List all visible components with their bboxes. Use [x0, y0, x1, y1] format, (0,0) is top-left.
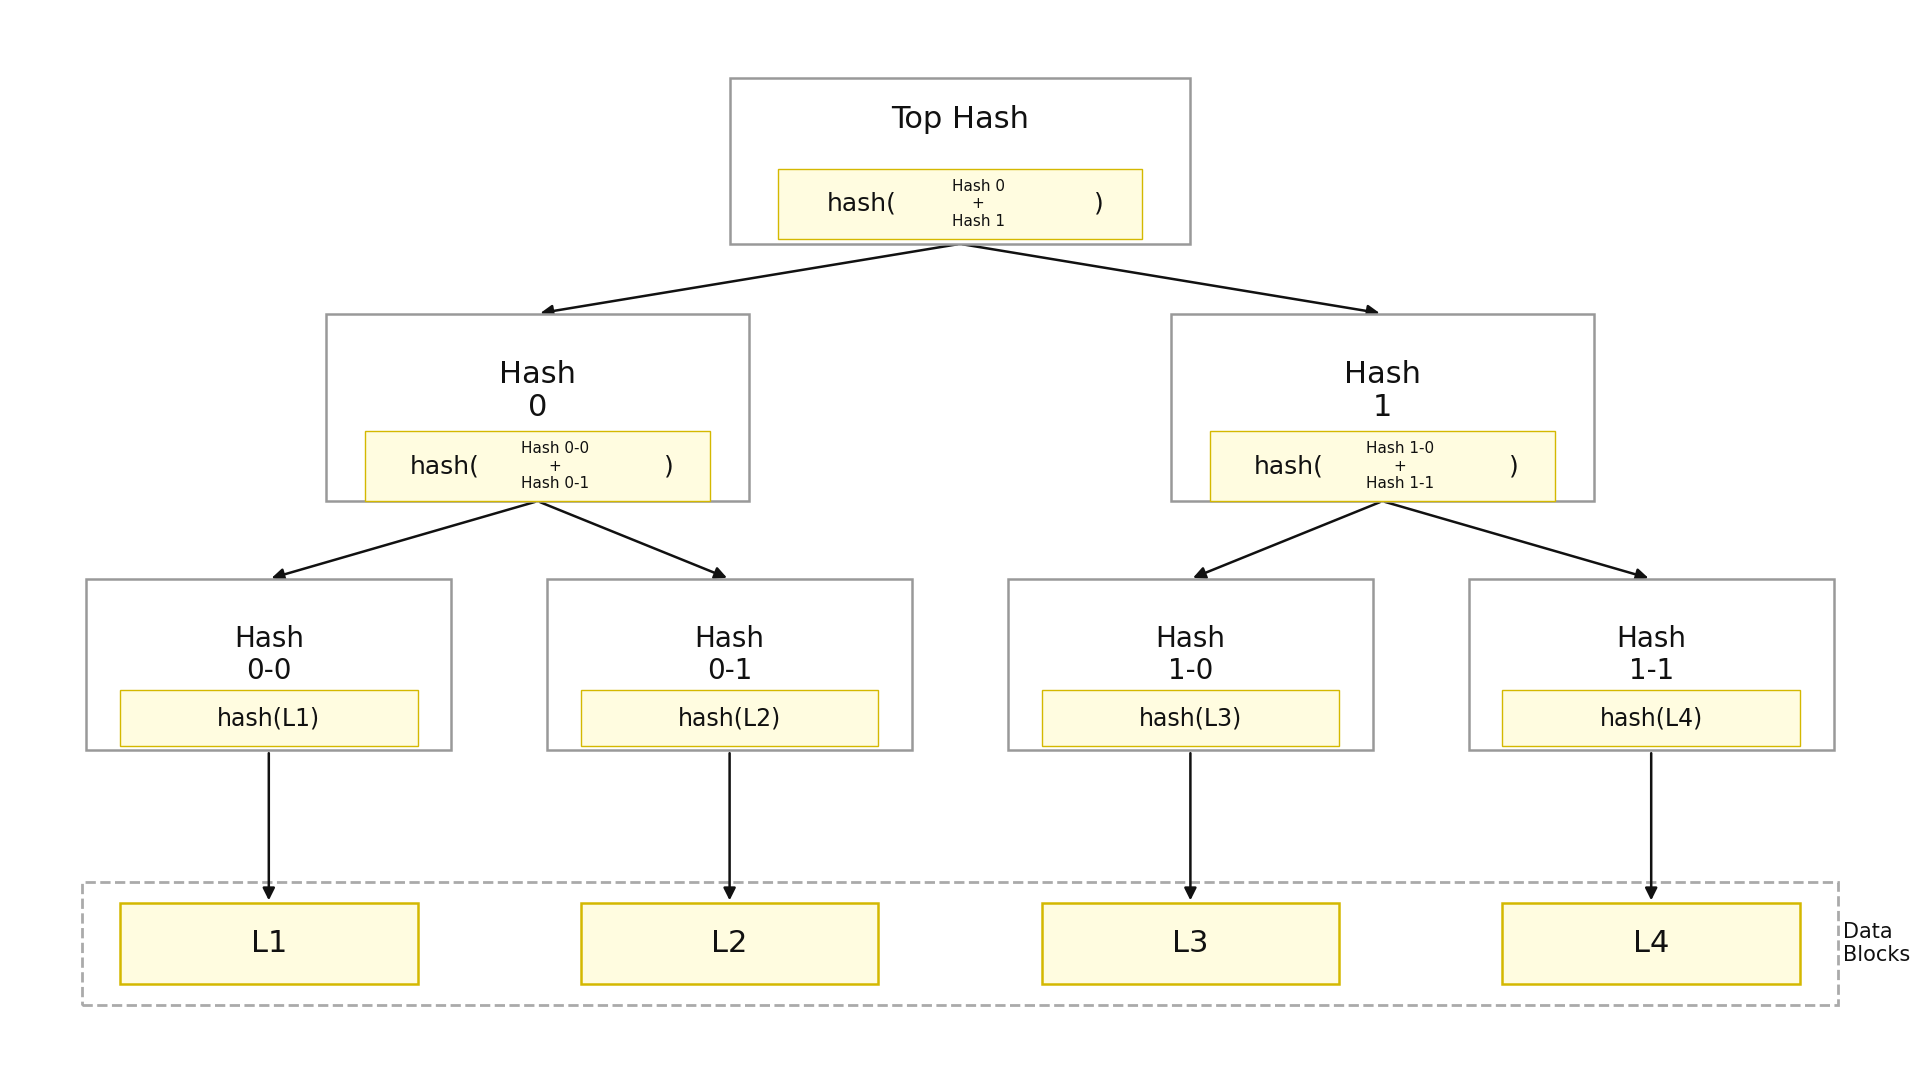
FancyBboxPatch shape — [365, 432, 710, 502]
FancyBboxPatch shape — [778, 168, 1142, 239]
Text: Hash
1: Hash 1 — [1344, 360, 1421, 422]
Text: hash(L4): hash(L4) — [1599, 706, 1703, 730]
Text: Hash
0-0: Hash 0-0 — [234, 625, 303, 685]
Text: hash(L1): hash(L1) — [217, 706, 321, 730]
Text: Hash
1-1: Hash 1-1 — [1617, 625, 1686, 685]
FancyBboxPatch shape — [1469, 579, 1834, 750]
Text: L3: L3 — [1171, 928, 1210, 958]
Text: hash(: hash( — [409, 455, 480, 478]
FancyBboxPatch shape — [1501, 690, 1801, 746]
FancyBboxPatch shape — [547, 579, 912, 750]
Text: hash(: hash( — [828, 192, 897, 215]
FancyBboxPatch shape — [1041, 903, 1340, 984]
Text: Hash 0-0
+
Hash 0-1: Hash 0-0 + Hash 0-1 — [520, 442, 589, 491]
Text: Hash 1-0
+
Hash 1-1: Hash 1-0 + Hash 1-1 — [1365, 442, 1434, 491]
FancyBboxPatch shape — [1008, 579, 1373, 750]
FancyBboxPatch shape — [326, 313, 749, 502]
FancyBboxPatch shape — [121, 903, 419, 984]
Text: L1: L1 — [252, 928, 286, 958]
Text: Hash 0
+
Hash 1: Hash 0 + Hash 1 — [952, 179, 1004, 228]
FancyBboxPatch shape — [580, 690, 879, 746]
Text: Top Hash: Top Hash — [891, 105, 1029, 134]
FancyBboxPatch shape — [730, 78, 1190, 244]
Text: ): ) — [1094, 192, 1104, 215]
Text: hash(: hash( — [1254, 455, 1325, 478]
FancyBboxPatch shape — [580, 903, 879, 984]
FancyBboxPatch shape — [1210, 432, 1555, 502]
FancyBboxPatch shape — [1041, 690, 1340, 746]
Text: hash(L2): hash(L2) — [678, 706, 781, 730]
Text: hash(L3): hash(L3) — [1139, 706, 1242, 730]
FancyBboxPatch shape — [1501, 903, 1801, 984]
Text: Hash
0: Hash 0 — [499, 360, 576, 422]
Text: ): ) — [664, 455, 674, 478]
FancyBboxPatch shape — [86, 579, 451, 750]
Text: ): ) — [1509, 455, 1519, 478]
Text: Hash
0-1: Hash 0-1 — [695, 625, 764, 685]
Text: Data
Blocks: Data Blocks — [1843, 922, 1910, 965]
Text: Hash
1-0: Hash 1-0 — [1156, 625, 1225, 685]
FancyBboxPatch shape — [121, 690, 419, 746]
FancyBboxPatch shape — [1171, 313, 1594, 502]
Text: L4: L4 — [1634, 928, 1668, 958]
Text: L2: L2 — [712, 928, 747, 958]
